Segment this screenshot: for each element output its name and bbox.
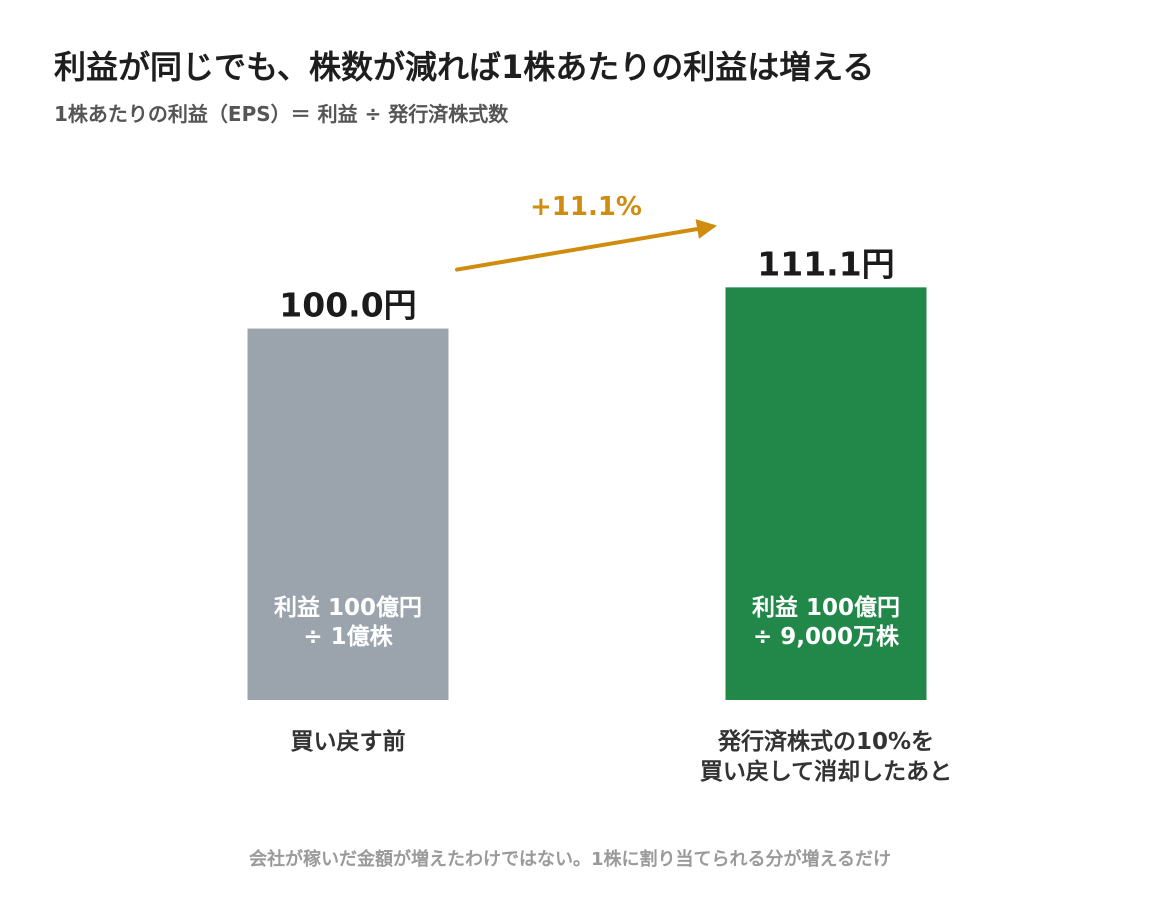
bar-inner-label-1-1: 利益 100億円 bbox=[274, 594, 422, 621]
bar-value-label-2: 111.1円 bbox=[757, 244, 894, 283]
chart-title: 利益が同じでも、株数が減れば1株あたりの利益は増える bbox=[54, 48, 874, 86]
category-label-2-2: 買い戻して消却したあと bbox=[700, 759, 952, 785]
chart-footnote: 会社が稼いだ金額が増えたわけではない。1株に割り当てられる分が増えるだけ bbox=[249, 848, 891, 870]
bar-1 bbox=[247, 328, 449, 700]
bar-inner-label-2-2: ÷ 9,000万株 bbox=[753, 624, 900, 650]
bar-value-label-1: 100.0円 bbox=[279, 286, 416, 325]
change-arrow bbox=[455, 219, 717, 272]
category-label-1-1: 買い戻す前 bbox=[291, 728, 406, 755]
bar-inner-label-2-1: 利益 100億円 bbox=[752, 594, 900, 621]
bar-inner-label-1-2: ÷ 1億株 bbox=[303, 623, 393, 650]
category-label-2-1: 発行済株式の10%を bbox=[717, 728, 934, 755]
chart-subtitle: 1株あたりの利益（EPS）＝ 利益 ÷ 発行済株式数 bbox=[54, 102, 509, 126]
bar-2 bbox=[725, 287, 927, 700]
change-label: +11.1% bbox=[530, 192, 642, 222]
change-indicator: +11.1% bbox=[455, 192, 717, 272]
